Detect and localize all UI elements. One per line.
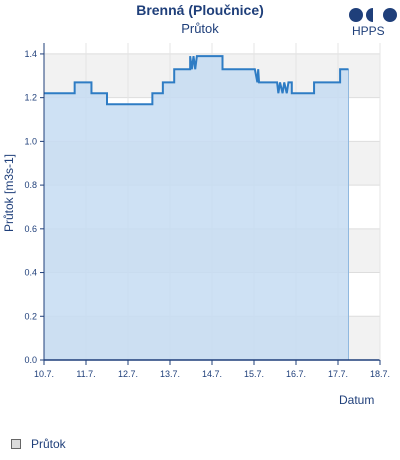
x-tick-label: 16.7. — [286, 369, 306, 379]
y-tick-labels: 0.0 0.2 0.4 0.6 0.8 1.0 1.2 1.4 — [24, 49, 37, 365]
x-tick-label: 15.7. — [244, 369, 264, 379]
y-tick-label: 1.4 — [24, 49, 37, 59]
x-tick-label: 11.7. — [76, 369, 95, 379]
y-tick-label: 0.2 — [24, 311, 37, 321]
x-tick-label: 14.7. — [202, 369, 222, 379]
hpps-logo-icon — [349, 8, 397, 22]
axes — [40, 43, 381, 365]
x-tick-label: 17.7. — [328, 369, 348, 379]
x-tick-label: 10.7. — [34, 369, 54, 379]
x-tick-labels: 10.7. 11.7. 12.7. 13.7. 14.7. 15.7. 16.7. 17.7.… — [34, 369, 390, 379]
chart-title: Brenná (Ploučnice) — [136, 2, 264, 18]
x-tick-label: 12.7. — [118, 369, 138, 379]
legend-label: Průtok — [31, 437, 66, 451]
y-axis-label: Průtok [m3s-1] — [2, 153, 16, 233]
chart-subtitle: Průtok — [181, 21, 219, 36]
legend-swatch — [11, 439, 21, 449]
x-tick-label: 13.7. — [160, 369, 180, 379]
x-tick-label: 18.7. — [370, 369, 390, 379]
logo-text: HPPS — [352, 24, 385, 38]
y-tick-label: 1.0 — [24, 136, 37, 146]
y-tick-label: 1.2 — [24, 93, 37, 103]
y-tick-label: 0.6 — [24, 224, 37, 234]
y-tick-label: 0.4 — [24, 268, 37, 278]
series-layer — [44, 55, 349, 360]
y-tick-label: 0.0 — [24, 355, 37, 365]
x-axis-label: Datum — [339, 393, 375, 407]
y-tick-label: 0.8 — [24, 180, 37, 190]
legend: Průtok — [11, 437, 66, 451]
series-area — [44, 56, 349, 360]
series-line — [44, 55, 349, 106]
